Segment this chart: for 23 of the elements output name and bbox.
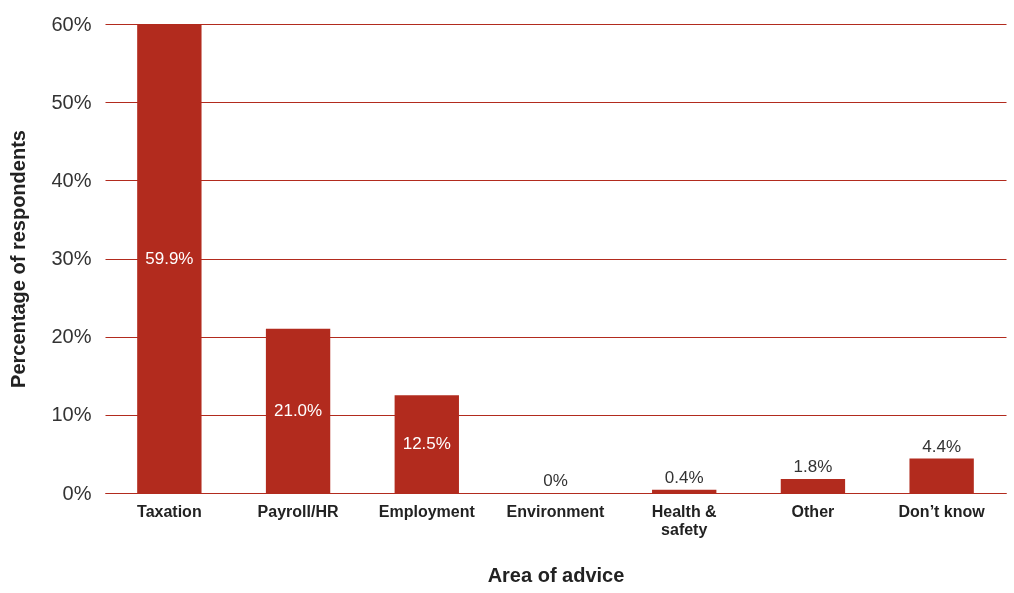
- y-tick-label: 30%: [51, 247, 92, 269]
- y-tick-label: 20%: [51, 325, 92, 348]
- data-label: 59.9%: [145, 248, 194, 268]
- data-label: 1.8%: [793, 456, 833, 476]
- data-label: 12.5%: [402, 434, 451, 454]
- data-label: 4.4%: [922, 436, 962, 456]
- y-tick-label: 50%: [51, 90, 92, 113]
- y-tick-label: 60%: [51, 12, 92, 35]
- y-tick-label: 40%: [51, 168, 92, 191]
- x-tick-label: Payroll/HR: [257, 502, 339, 520]
- x-tick-label: Taxation: [137, 502, 202, 520]
- x-tick-label: Employment: [378, 502, 476, 520]
- y-axis-title: Percentage of respondents: [7, 130, 30, 388]
- x-tick-label: Other: [791, 502, 835, 520]
- data-label: 0.4%: [664, 467, 704, 487]
- x-tick-label: Health & safety: [651, 502, 718, 538]
- x-tick-label: Don’t know: [898, 502, 986, 520]
- data-label: 0%: [543, 471, 568, 490]
- y-tick-label: 0%: [62, 481, 92, 504]
- x-axis-title: Area of advice: [487, 563, 625, 586]
- y-tick-label: 10%: [51, 403, 92, 426]
- data-label: 21.0%: [273, 400, 323, 420]
- x-tick-label: Environment: [506, 502, 606, 520]
